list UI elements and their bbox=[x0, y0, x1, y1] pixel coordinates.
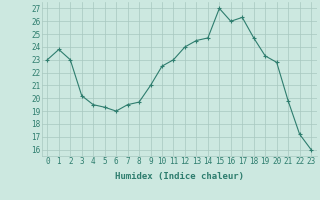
X-axis label: Humidex (Indice chaleur): Humidex (Indice chaleur) bbox=[115, 172, 244, 181]
